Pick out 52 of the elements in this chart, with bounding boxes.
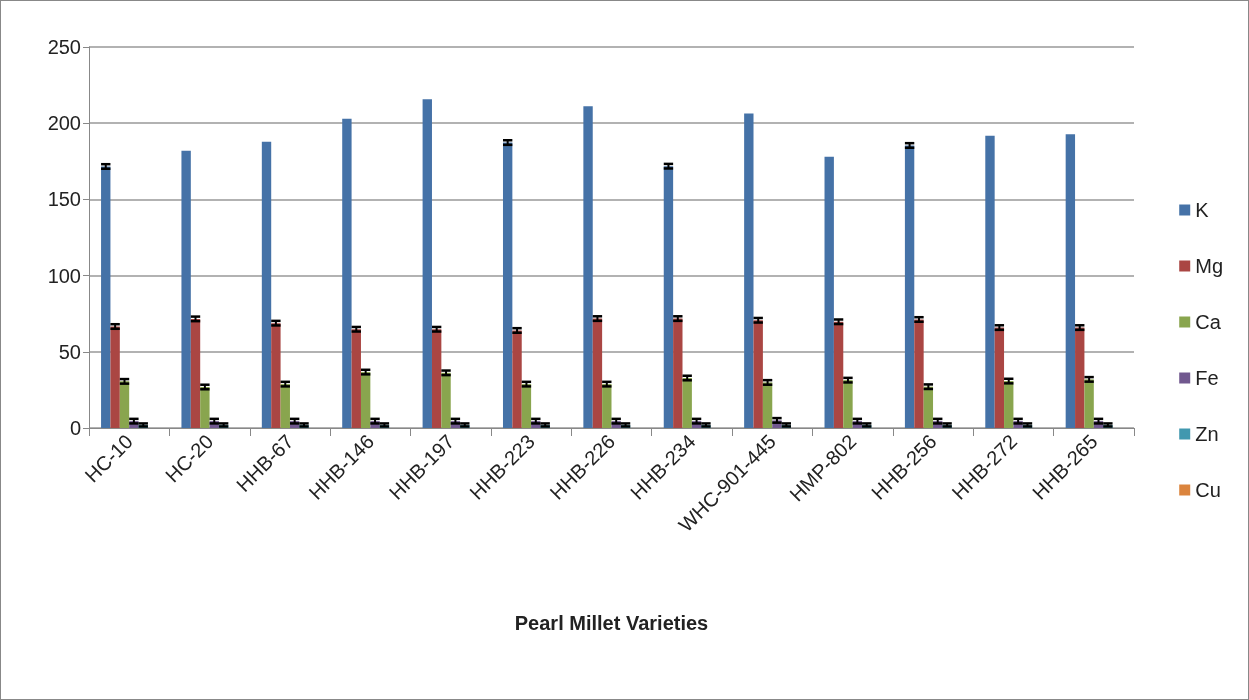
legend-label: Fe <box>1195 367 1219 389</box>
legend-label: Cu <box>1195 479 1221 501</box>
bar <box>351 329 361 428</box>
bar <box>512 330 522 428</box>
bar <box>824 156 834 428</box>
bar <box>521 384 532 428</box>
bar <box>753 320 763 428</box>
bar <box>673 318 683 428</box>
bar <box>762 382 773 428</box>
bar <box>914 319 924 428</box>
bar <box>843 380 853 428</box>
bar <box>592 318 603 428</box>
y-tick-label: 150 <box>47 188 81 211</box>
bar <box>441 372 451 428</box>
bar <box>119 381 130 428</box>
bar <box>682 378 692 428</box>
bar <box>110 326 120 428</box>
bar <box>360 372 371 428</box>
y-tick-label: 50 <box>58 340 81 363</box>
bar <box>994 327 1005 428</box>
bar <box>101 166 111 428</box>
bar <box>583 106 593 428</box>
bar <box>923 386 934 428</box>
bar <box>1004 381 1014 428</box>
y-tick-label: 0 <box>69 417 81 439</box>
legend-label: Ca <box>1195 311 1222 333</box>
bar <box>1065 134 1076 428</box>
bar <box>200 387 210 428</box>
bar <box>1084 379 1094 428</box>
legend-label: Mg <box>1195 255 1224 277</box>
bar <box>1075 327 1085 428</box>
bar <box>190 318 201 428</box>
bar <box>744 113 754 428</box>
bar <box>261 141 272 428</box>
bar <box>422 99 432 428</box>
bar <box>342 118 352 428</box>
bar <box>904 145 915 428</box>
legend-label: K <box>1195 199 1210 221</box>
bar <box>431 329 442 428</box>
bar <box>502 142 513 428</box>
y-tick-label: 200 <box>47 112 81 135</box>
legend-label: Zn <box>1195 423 1219 445</box>
x-axis-title: Pearl Millet Varieties <box>514 612 709 634</box>
bar <box>833 321 844 428</box>
bar <box>985 135 995 428</box>
y-tick-label: 250 <box>47 36 81 58</box>
bar <box>181 150 191 428</box>
y-tick-label: 100 <box>47 264 81 287</box>
bar <box>602 384 612 428</box>
bar <box>280 384 290 428</box>
bar <box>271 323 281 428</box>
bar <box>663 166 674 428</box>
